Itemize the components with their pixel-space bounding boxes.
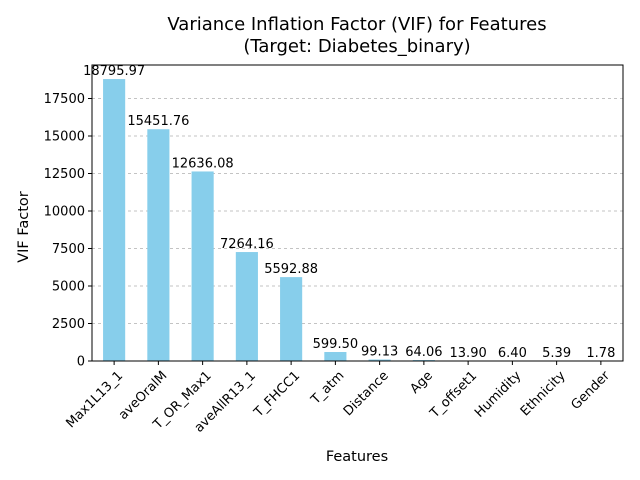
bar-value-label: 1.78 bbox=[586, 346, 615, 361]
bar bbox=[280, 277, 303, 361]
bar bbox=[324, 352, 347, 361]
x-tick-label: T_offset1 bbox=[427, 368, 480, 421]
bar-value-label: 12636.08 bbox=[172, 156, 234, 171]
bar-value-label: 64.06 bbox=[405, 345, 442, 360]
y-tick-label: 15000 bbox=[44, 130, 85, 145]
y-ticks: 0 2500 5000 7500 10000 12500 15000 17500 bbox=[44, 92, 92, 370]
bar-value-label: 18795.97 bbox=[83, 64, 145, 79]
bar bbox=[147, 129, 170, 361]
bar-value-label: 5.39 bbox=[542, 346, 571, 361]
bar bbox=[103, 79, 126, 361]
bar-value-label: 6.40 bbox=[498, 346, 527, 361]
x-tick-label: Humidity bbox=[472, 368, 525, 421]
x-tick-label: Max1L13_1 bbox=[63, 368, 126, 431]
chart-title-line-2: (Target: Diabetes_binary) bbox=[243, 36, 470, 57]
bar-value-label: 5592.88 bbox=[264, 262, 318, 277]
y-tick-label: 12500 bbox=[44, 167, 85, 182]
y-tick-label: 0 bbox=[77, 355, 85, 370]
x-tick-label: Distance bbox=[341, 368, 392, 419]
x-tick-label: Age bbox=[408, 368, 436, 396]
bar-value-label: 7264.16 bbox=[220, 237, 274, 252]
x-tick-label: T_atm bbox=[308, 368, 348, 408]
y-tick-label: 17500 bbox=[44, 92, 85, 107]
bar bbox=[191, 171, 214, 361]
bar-value-label: 599.50 bbox=[313, 337, 359, 352]
y-tick-label: 2500 bbox=[52, 317, 85, 332]
grid-lines bbox=[92, 98, 623, 362]
y-tick-label: 10000 bbox=[44, 205, 85, 220]
y-tick-label: 5000 bbox=[52, 280, 85, 295]
x-tick-label: Ethnicity bbox=[518, 368, 569, 419]
bar bbox=[368, 359, 391, 361]
chart-title-line-1: Variance Inflation Factor (VIF) for Feat… bbox=[167, 14, 546, 35]
x-tick-label: Gender bbox=[568, 368, 613, 413]
y-axis-label: VIF Factor bbox=[16, 191, 32, 263]
y-tick-label: 7500 bbox=[52, 242, 85, 257]
x-axis-label: Features bbox=[326, 449, 388, 465]
bars bbox=[103, 79, 612, 361]
bar-value-label: 99.13 bbox=[361, 345, 398, 360]
axes-frame bbox=[91, 64, 624, 362]
value-labels: 18795.97 15451.76 12636.08 7264.16 5592.88 59… bbox=[83, 64, 615, 361]
bar-value-label: 15451.76 bbox=[127, 114, 189, 129]
x-ticks: Max1L13_1aveOralMT_OR_Max1aveAllR13_1T_F… bbox=[63, 361, 613, 436]
x-tick-label: T_FHCC1 bbox=[251, 368, 303, 420]
bar-value-label: 13.90 bbox=[450, 346, 487, 361]
bar bbox=[235, 252, 258, 361]
